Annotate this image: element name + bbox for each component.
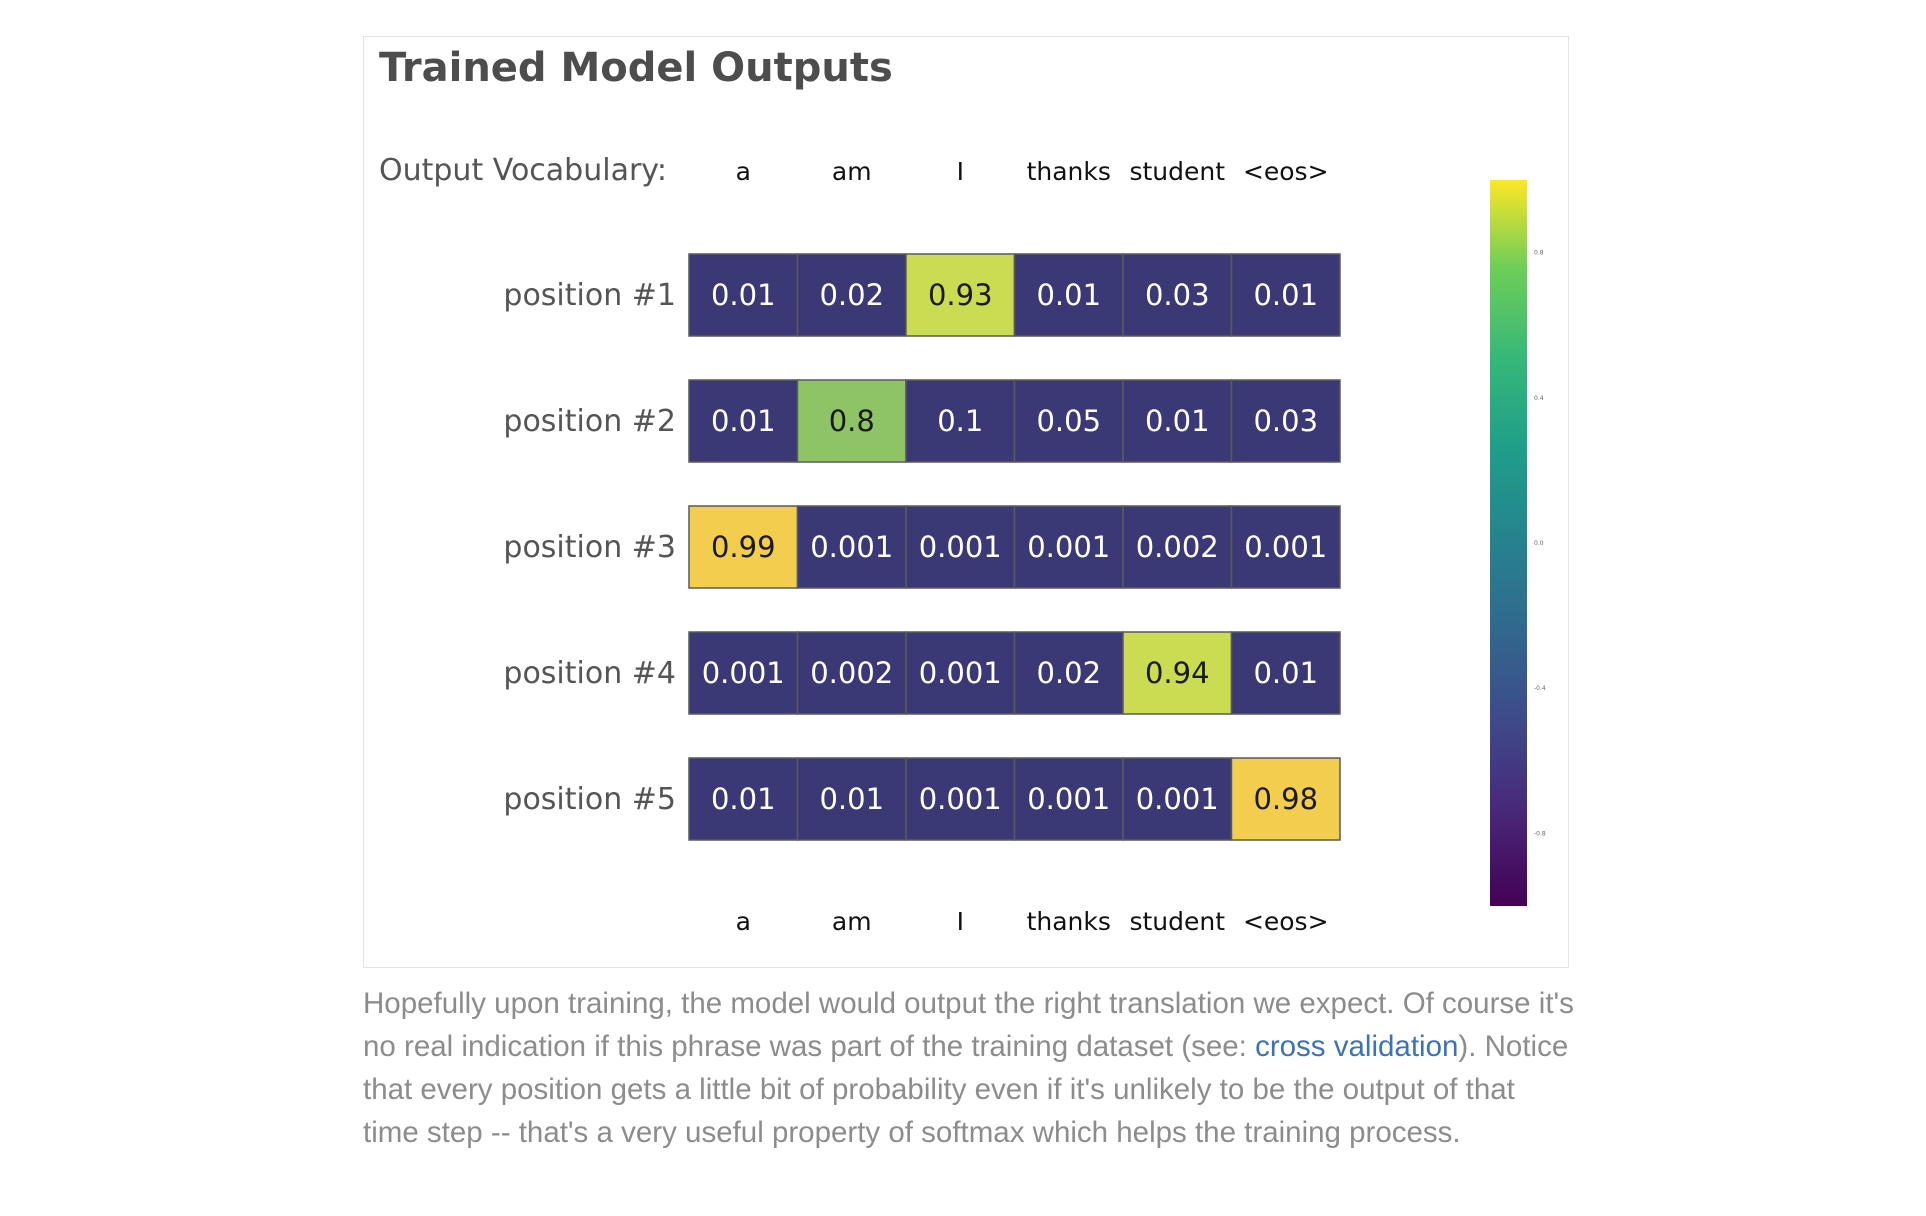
heatmap-cell	[1013, 379, 1124, 463]
top-col-label-student: student	[1129, 157, 1225, 186]
cell-value: 0.002	[810, 656, 893, 690]
heatmap-cell	[905, 757, 1016, 841]
cell-value: 0.001	[1136, 782, 1219, 816]
cell-value: 0.99	[711, 530, 776, 564]
row-label-position-1: position #1	[503, 278, 676, 313]
colorbar-tick-label: -0.4	[1534, 685, 1546, 692]
cell-value: 0.05	[1036, 404, 1101, 438]
bottom-col-label-i: I	[957, 907, 964, 936]
top-col-label-thanks: thanks	[1027, 157, 1111, 186]
cell-value: 0.001	[919, 782, 1002, 816]
heatmap-cell	[796, 379, 907, 463]
cell-value: 0.03	[1145, 278, 1210, 312]
cell-value: 0.01	[1253, 656, 1318, 690]
cell-value: 0.001	[919, 656, 1002, 690]
caption-text-1: Hopefully upon training, the model would…	[363, 987, 1574, 1063]
top-col-label-am: am	[832, 157, 872, 186]
heatmap-cell	[1122, 253, 1233, 337]
cross-validation-link[interactable]: cross validation	[1255, 1030, 1459, 1063]
cell-value: 0.01	[711, 782, 776, 816]
heatmap-cell	[1122, 757, 1233, 841]
colorbar-tick-label: 0.0	[1534, 540, 1544, 547]
cell-value: 0.1	[937, 404, 983, 438]
cell-value: 0.001	[1244, 530, 1327, 564]
heatmap-cell	[905, 631, 1016, 715]
cell-value: 0.01	[819, 782, 884, 816]
colorbar-tick-label: 0.4	[1534, 395, 1544, 402]
row-label-position-4: position #4	[503, 656, 676, 691]
caption-text-2: ). Notice that every position gets a lit…	[363, 1030, 1569, 1149]
heatmap-cell	[1122, 505, 1233, 589]
caption-paragraph: Hopefully upon training, the model would…	[363, 982, 1578, 1154]
heatmap-cell	[1013, 757, 1124, 841]
bottom-col-label-student: student	[1129, 907, 1225, 936]
heatmap-cell	[1230, 505, 1341, 589]
heatmap-cell	[796, 505, 907, 589]
top-col-label-i: I	[957, 157, 964, 186]
heatmap-cell	[1230, 253, 1341, 337]
cell-value: 0.02	[819, 278, 884, 312]
top-col-label-eos: <eos>	[1243, 157, 1329, 186]
vocab-axis-title: Output Vocabulary:	[379, 153, 667, 188]
colorbar-tick-label: 0.8	[1534, 250, 1544, 257]
cell-value: 0.002	[1136, 530, 1219, 564]
cell-value: 0.02	[1036, 656, 1101, 690]
bottom-col-label-eos: <eos>	[1243, 907, 1329, 936]
cell-value: 0.98	[1253, 782, 1318, 816]
heatmap-cell	[688, 631, 799, 715]
row-label-position-3: position #3	[503, 530, 676, 565]
cell-value: 0.001	[1027, 782, 1110, 816]
chart-title: Trained Model Outputs	[379, 45, 893, 91]
heatmap-cell	[905, 379, 1016, 463]
cell-value: 0.01	[1036, 278, 1101, 312]
cell-value: 0.8	[829, 404, 875, 438]
heatmap-cell	[1013, 631, 1124, 715]
cell-value: 0.001	[919, 530, 1002, 564]
heatmap-figure: Trained Model Outputs Output Vocabulary:…	[363, 36, 1569, 968]
heatmap-cell	[796, 631, 907, 715]
row-label-position-2: position #2	[503, 404, 676, 439]
cell-value: 0.01	[711, 278, 776, 312]
cell-value: 0.01	[1253, 278, 1318, 312]
heatmap-cell	[905, 253, 1016, 337]
cell-value: 0.001	[702, 656, 785, 690]
cell-value: 0.001	[1027, 530, 1110, 564]
cell-value: 0.01	[711, 404, 776, 438]
heatmap-chart: Trained Model Outputs Output Vocabulary:…	[379, 45, 1546, 936]
heatmap-cell	[1230, 379, 1341, 463]
bottom-col-label-thanks: thanks	[1027, 907, 1111, 936]
bottom-col-label-am: am	[832, 907, 872, 936]
heatmap-cell	[1230, 631, 1341, 715]
row-label-position-5: position #5	[503, 782, 676, 817]
cell-value: 0.03	[1253, 404, 1318, 438]
cell-value: 0.93	[928, 278, 993, 312]
heatmap-cell	[1013, 253, 1124, 337]
heatmap-cell	[688, 505, 799, 589]
heatmap-cell	[1230, 757, 1341, 841]
cell-value: 0.94	[1145, 656, 1210, 690]
cell-value: 0.001	[810, 530, 893, 564]
bottom-col-label-a: a	[736, 907, 751, 936]
heatmap-cell	[796, 253, 907, 337]
heatmap-cell	[688, 253, 799, 337]
heatmap-cell	[1122, 631, 1233, 715]
heatmap-cell	[688, 379, 799, 463]
colorbar	[1490, 180, 1527, 906]
cell-value: 0.01	[1145, 404, 1210, 438]
heatmap-cell	[1013, 505, 1124, 589]
top-col-label-a: a	[736, 157, 751, 186]
colorbar-tick-label: -0.8	[1534, 830, 1546, 837]
heatmap-cell	[688, 757, 799, 841]
